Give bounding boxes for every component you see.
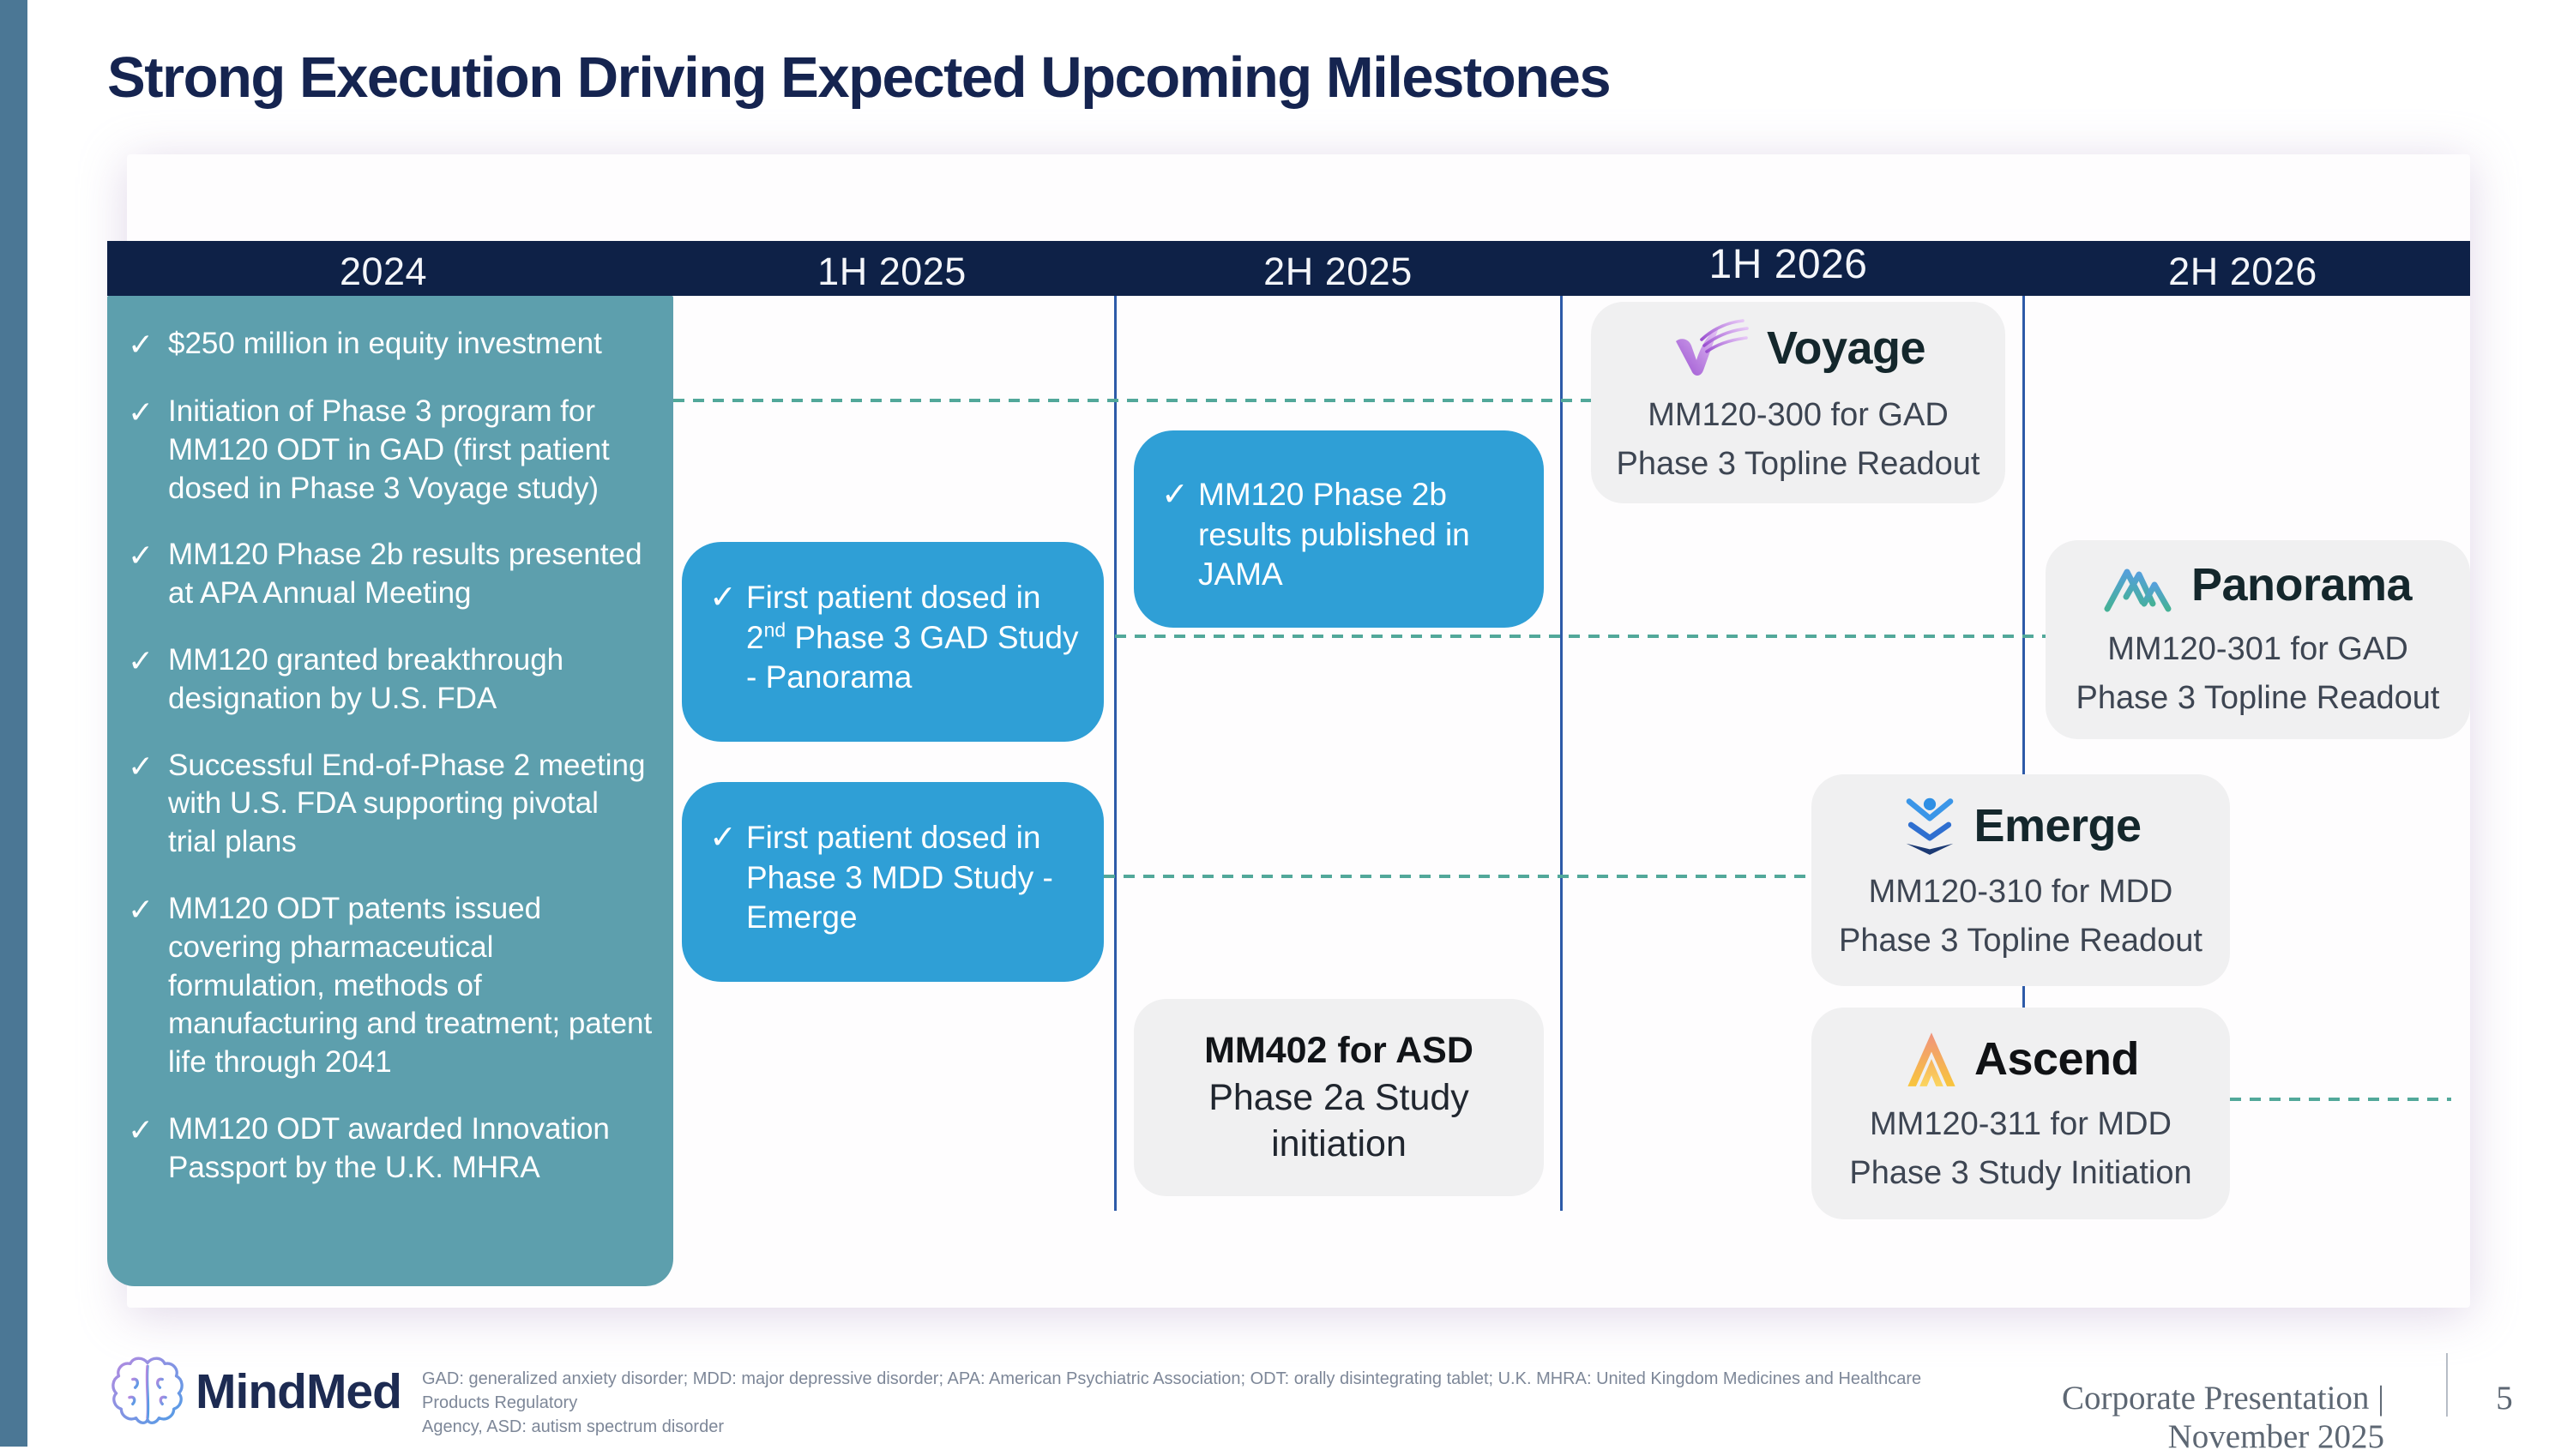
checkmark-icon: ✓ bbox=[128, 394, 154, 430]
accomplishment-item: ✓ Successful End-of-Phase 2 meeting with… bbox=[128, 747, 653, 862]
accomplishment-item: ✓ MM120 Phase 2b results presented at AP… bbox=[128, 536, 653, 613]
panorama-logo-row: Panorama bbox=[2104, 557, 2413, 613]
ordinal-superscript: nd bbox=[763, 618, 786, 641]
card-event: Phase 3 Study Initiation bbox=[1849, 1154, 2192, 1191]
checkmark-icon: ✓ bbox=[128, 643, 154, 679]
presentation-date-label: Corporate Presentation | November 2025 bbox=[2061, 1380, 2384, 1455]
panorama-mountains-icon bbox=[2104, 569, 2172, 612]
footnote-line: GAD: generalized anxiety disorder; MDD: … bbox=[422, 1369, 1922, 1412]
column-divider-line bbox=[1114, 296, 1117, 1211]
accomplishment-text: MM120 Phase 2b results presented at APA … bbox=[168, 538, 642, 611]
timeline-header-band bbox=[107, 241, 2470, 296]
card-study-name: Voyage bbox=[1766, 322, 1926, 374]
accomplishment-item: ✓ $250 million in equity investment bbox=[128, 325, 653, 364]
card-event: Phase 3 Topline Readout bbox=[2076, 680, 2440, 716]
milestone-jama-publication: ✓ MM120 Phase 2b results published in JA… bbox=[1134, 430, 1544, 628]
checkmark-icon: ✓ bbox=[128, 538, 154, 574]
column-header-2h2025: 2H 2025 bbox=[1263, 250, 1413, 293]
accomplishment-item: ✓ MM120 ODT awarded Innovation Passport … bbox=[128, 1110, 653, 1188]
checkmark-icon: ✓ bbox=[128, 1112, 154, 1148]
ascend-logo-row: Ascend bbox=[1902, 1030, 2140, 1088]
dashed-connector-voyage bbox=[673, 399, 1591, 402]
accomplishments-2024-box: ✓ $250 million in equity investment ✓ In… bbox=[107, 296, 673, 1286]
card-program: MM120-300 for GAD bbox=[1648, 396, 1949, 433]
milestone-text: First patient dosed in Phase 3 MDD Study… bbox=[746, 820, 1053, 936]
column-divider-line bbox=[2022, 296, 2025, 1020]
accomplishment-text: MM120 ODT awarded Innovation Passport by… bbox=[168, 1112, 610, 1184]
checkmark-icon: ✓ bbox=[128, 327, 154, 362]
footnote-line: Agency, ASD: autism spectrum disorder bbox=[422, 1417, 724, 1436]
card-event: Phase 3 Topline Readout bbox=[1616, 445, 1980, 482]
milestone-text: First patient dosed in 2nd Phase 3 GAD S… bbox=[746, 580, 1079, 695]
column-divider-line bbox=[1560, 296, 1563, 1211]
accomplishment-text: Successful End-of-Phase 2 meeting with U… bbox=[168, 748, 646, 859]
card-event: Phase 3 Topline Readout bbox=[1839, 922, 2202, 959]
milestone-first-patient-mdd-emerge: ✓ First patient dosed in Phase 3 MDD Stu… bbox=[682, 782, 1104, 982]
card-subtitle: Phase 2a Study initiation bbox=[1208, 1077, 1469, 1164]
accomplishment-text: MM120 ODT patents issued covering pharma… bbox=[168, 892, 653, 1080]
card-program: MM120-310 for MDD bbox=[1868, 873, 2173, 910]
card-mm402-asd: MM402 for ASD Phase 2a Study initiation bbox=[1134, 999, 1544, 1196]
slide-title: Strong Execution Driving Expected Upcomi… bbox=[107, 45, 1612, 110]
brand-wordmark: MindMed bbox=[196, 1364, 402, 1419]
card-study-name: Ascend bbox=[1973, 1032, 2140, 1085]
card-panorama-study: Panorama MM120-301 for GAD Phase 3 Topli… bbox=[2046, 540, 2470, 739]
accomplishment-text: $250 million in equity investment bbox=[168, 327, 602, 360]
column-header-1h2025: 1H 2025 bbox=[817, 250, 967, 293]
card-ascend-study: Ascend MM120-311 for MDD Phase 3 Study I… bbox=[1811, 1008, 2230, 1219]
column-header-1h2026: 1H 2026 bbox=[1708, 242, 1868, 287]
checkmark-icon: ✓ bbox=[709, 580, 737, 616]
voyage-logo-row: Voyage bbox=[1671, 317, 1926, 379]
card-program: MM120-311 for MDD bbox=[1870, 1105, 2172, 1142]
milestone-first-patient-gad-panorama: ✓ First patient dosed in 2nd Phase 3 GAD… bbox=[682, 542, 1104, 742]
emerge-logo-row: Emerge bbox=[1900, 796, 2142, 856]
checkmark-icon: ✓ bbox=[128, 748, 154, 784]
checkmark-icon: ✓ bbox=[709, 820, 737, 856]
card-study-name: Emerge bbox=[1973, 799, 2142, 851]
left-accent-strip bbox=[0, 0, 27, 1447]
accomplishment-item: ✓ Initiation of Phase 3 program for MM12… bbox=[128, 393, 653, 508]
card-study-name: Panorama bbox=[2190, 559, 2413, 611]
dashed-connector-ascend bbox=[2230, 1098, 2451, 1101]
checkmark-icon: ✓ bbox=[1161, 477, 1189, 513]
card-program: MM120-301 for GAD bbox=[2107, 631, 2408, 667]
accomplishment-item: ✓ MM120 ODT patents issued covering phar… bbox=[128, 890, 653, 1082]
page-number: 5 bbox=[2496, 1380, 2513, 1417]
abbreviations-footnote: GAD: generalized anxiety disorder; MDD: … bbox=[422, 1367, 1966, 1439]
accomplishment-text: MM120 granted breakthrough designation b… bbox=[168, 643, 564, 715]
column-header-2h2026: 2H 2026 bbox=[2168, 250, 2317, 293]
ascend-mountain-icon bbox=[1907, 1032, 1955, 1086]
card-emerge-study: Emerge MM120-310 for MDD Phase 3 Topline… bbox=[1811, 774, 2230, 986]
accomplishment-item: ✓ MM120 granted breakthrough designation… bbox=[128, 641, 653, 719]
milestone-text: MM120 Phase 2b results published in JAMA bbox=[1198, 477, 1470, 593]
voyage-wing-icon bbox=[1675, 318, 1749, 376]
checkmark-icon: ✓ bbox=[128, 892, 154, 928]
dashed-connector-panorama bbox=[1115, 635, 2046, 638]
column-header-2024: 2024 bbox=[339, 250, 428, 293]
accomplishment-text: Initiation of Phase 3 program for MM120 … bbox=[168, 394, 610, 505]
mindmed-brain-logo bbox=[111, 1357, 184, 1424]
footer-divider bbox=[2446, 1353, 2448, 1417]
card-title: MM402 for ASD bbox=[1204, 1030, 1473, 1072]
card-voyage-study: Voyage MM120-300 for GAD Phase 3 Topline… bbox=[1591, 302, 2005, 503]
emerge-person-icon bbox=[1907, 797, 1954, 855]
dashed-connector-emerge bbox=[1104, 875, 1811, 878]
